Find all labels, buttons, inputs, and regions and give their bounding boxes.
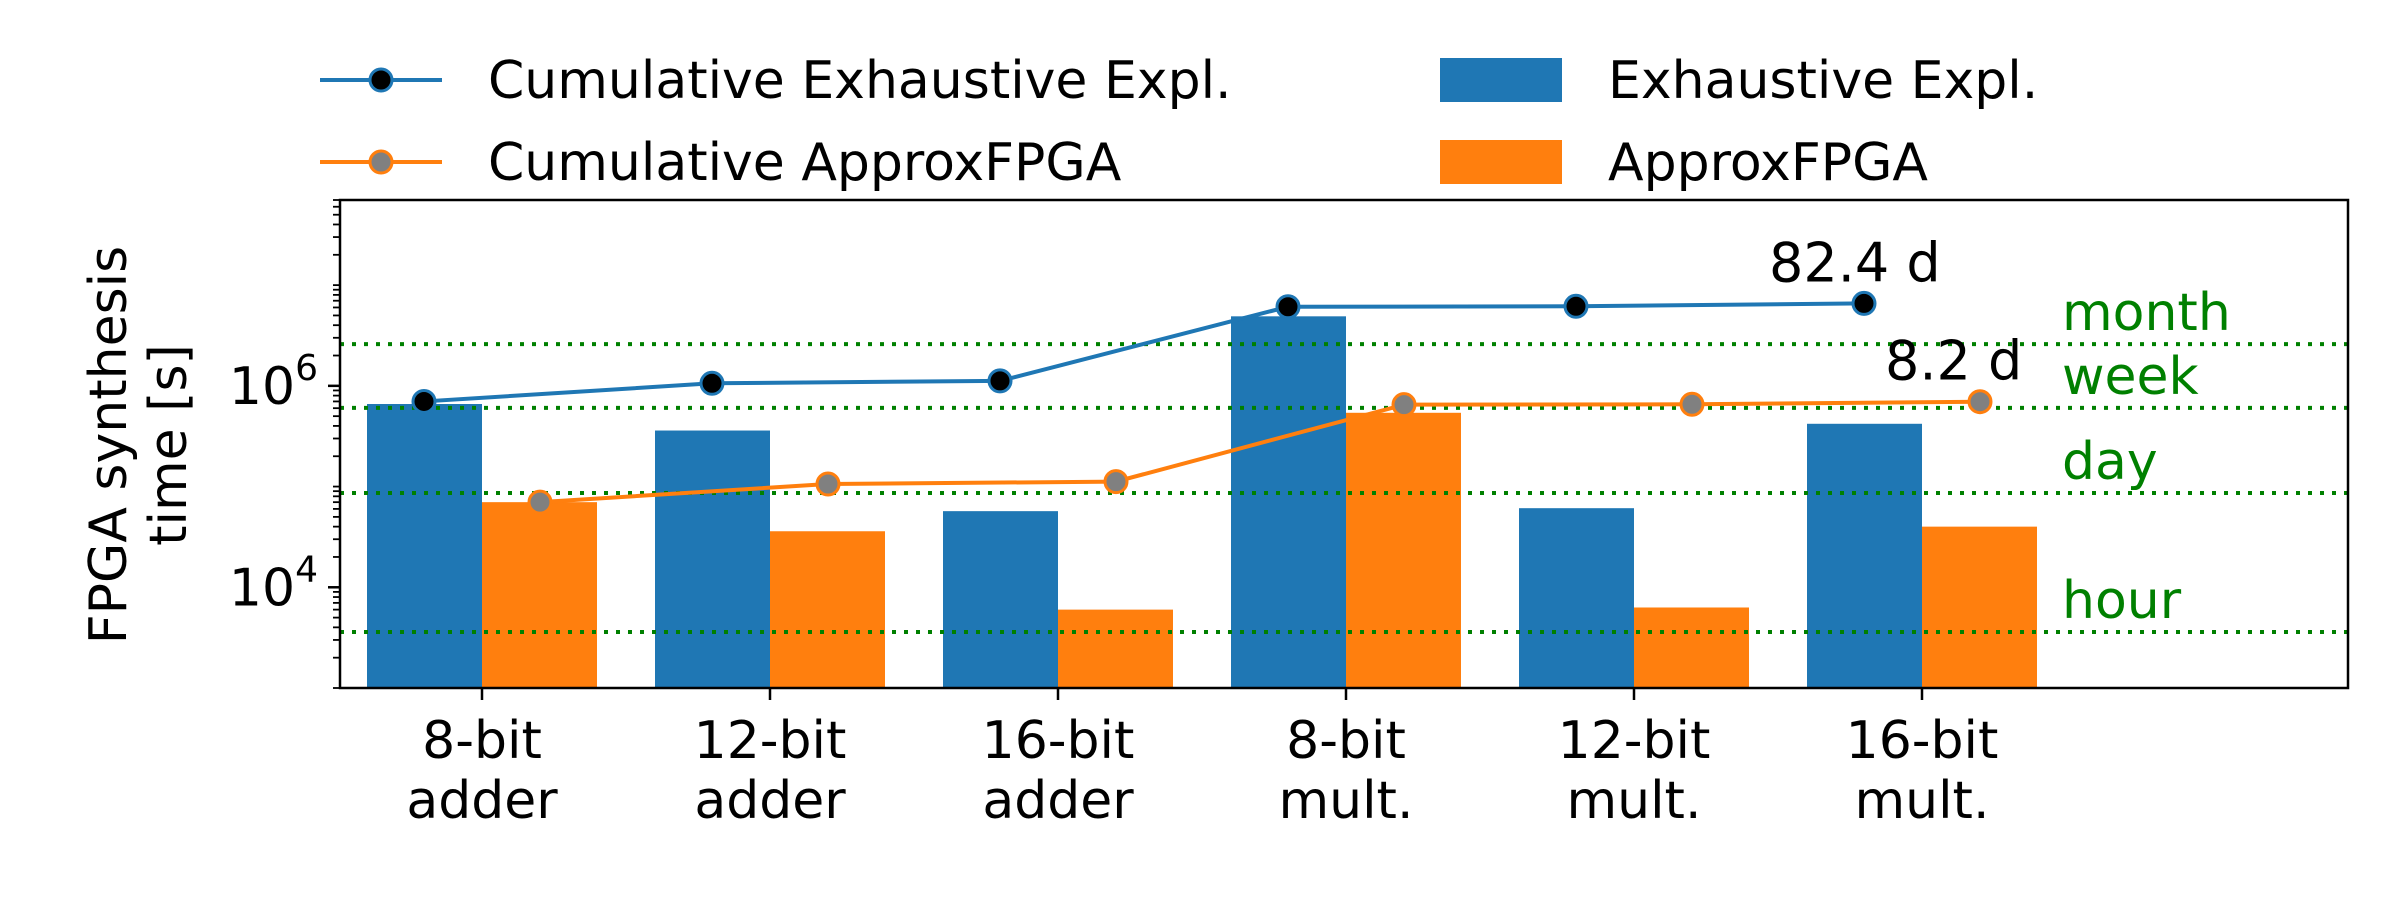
cumulative-lines [411, 290, 1993, 515]
ref-label-hour: hour [2062, 571, 2182, 631]
y-axis-label: FPGA synthesistime [s] [79, 246, 199, 644]
marker-cumulative-approxfpga-0 [527, 489, 553, 515]
legend-item-cumulative-exhaustive-expl: Cumulative Exhaustive Expl. [320, 51, 1232, 111]
legend-marker [368, 149, 394, 175]
x-tick-label-3-1: mult. [1279, 771, 1414, 831]
legend-label: Cumulative ApproxFPGA [488, 133, 1122, 193]
bar-exhaustive-expl-4 [1519, 508, 1634, 688]
ref-label-day: day [2062, 432, 2158, 492]
line-cumulative-approxfpga [539, 399, 1981, 505]
bar-approxfpga-2 [1058, 609, 1173, 688]
x-tick-label-5-1: mult. [1855, 771, 1990, 831]
legend-label: Cumulative Exhaustive Expl. [488, 51, 1232, 111]
legend-label: ApproxFPGA [1608, 133, 1928, 193]
bar-approxfpga-1 [770, 531, 885, 688]
bar-exhaustive-expl-0 [367, 404, 482, 688]
annotation-8-2-d: 8.2 d [1885, 330, 2022, 393]
marker-cumulative-exhaustive-expl-3 [1275, 294, 1301, 320]
legend-bar-swatch [1440, 58, 1562, 102]
bar-approxfpga-3 [1346, 412, 1461, 688]
legend-marker [368, 67, 394, 93]
line-cumulative-exhaustive-expl [423, 301, 1865, 404]
y-tick-label-6: 106 [229, 348, 318, 417]
bar-approxfpga-4 [1634, 607, 1749, 688]
bar-exhaustive-expl-2 [943, 511, 1058, 688]
marker-cumulative-exhaustive-expl-5 [1851, 290, 1877, 316]
y-axis-label-line: time [s] [139, 344, 199, 546]
axes-frame [338, 198, 2350, 690]
marker-cumulative-exhaustive-expl-4 [1563, 293, 1589, 319]
marker-cumulative-approxfpga-3 [1391, 392, 1417, 418]
ref-label-month: month [2062, 283, 2231, 343]
marker-cumulative-approxfpga-2 [1103, 469, 1129, 495]
bar-approxfpga-0 [482, 502, 597, 688]
annotations: 82.4 d 8.2 d [1769, 231, 2022, 392]
legend-item-exhaustive-expl: Exhaustive Expl. [1440, 51, 2038, 111]
y-axis: 104 106 [229, 199, 340, 689]
y-tick-label-4: 104 [229, 549, 318, 618]
marker-cumulative-exhaustive-expl-0 [411, 388, 437, 414]
bar-exhaustive-expl-1 [655, 430, 770, 688]
marker-cumulative-approxfpga-5 [1967, 389, 1993, 415]
legend-item-cumulative-approxfpga: Cumulative ApproxFPGA [320, 133, 1122, 193]
x-tick-label-2-1: adder [982, 771, 1134, 831]
bar-exhaustive-expl-3 [1231, 316, 1346, 688]
x-tick-label-4-1: mult. [1567, 771, 1702, 831]
x-tick-label-3-0: 8-bit [1286, 711, 1406, 771]
x-tick-label-0-1: adder [406, 771, 558, 831]
x-tick-label-0-0: 8-bit [422, 711, 542, 771]
marker-cumulative-exhaustive-expl-2 [987, 368, 1013, 394]
legend: Cumulative Exhaustive Expl. Exhaustive Ex… [320, 51, 2038, 193]
y-axis-label-line: FPGA synthesis [79, 246, 139, 644]
x-tick-label-2-0: 16-bit [982, 711, 1135, 771]
bar-exhaustive-expl-5 [1807, 423, 1922, 688]
x-tick-label-1-1: adder [694, 771, 846, 831]
x-tick-label-1-0: 12-bit [694, 711, 847, 771]
marker-cumulative-approxfpga-4 [1679, 391, 1705, 417]
marker-cumulative-exhaustive-expl-1 [699, 370, 725, 396]
legend-bar-swatch [1440, 140, 1562, 184]
x-tick-label-5-0: 16-bit [1846, 711, 1999, 771]
ref-label-week: week [2062, 347, 2199, 407]
annotation-82-4-d: 82.4 d [1769, 231, 1941, 294]
bars [367, 316, 2037, 688]
y-axis-label-text: FPGA synthesistime [s] [79, 246, 199, 644]
x-axis: 8-bitadder12-bitadder16-bitadder8-bitmul… [406, 688, 1998, 831]
marker-cumulative-approxfpga-1 [815, 471, 841, 497]
bar-approxfpga-5 [1922, 526, 2037, 688]
x-tick-label-4-0: 12-bit [1558, 711, 1711, 771]
legend-label: Exhaustive Expl. [1608, 51, 2038, 111]
legend-item-approxfpga: ApproxFPGA [1440, 133, 1928, 193]
